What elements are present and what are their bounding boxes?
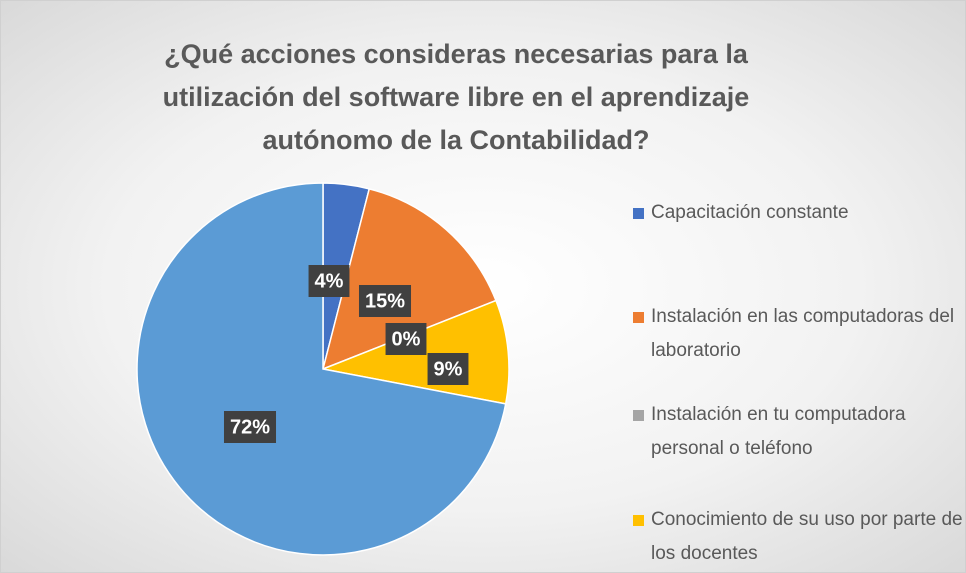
- legend-swatch: [633, 410, 644, 421]
- data-label-text: 0%: [392, 328, 421, 350]
- data-label: 15%: [358, 285, 412, 317]
- data-label-text: 4%: [315, 270, 344, 292]
- data-label: 0%: [385, 323, 427, 355]
- legend-item: Conocimiento de su uso por parte de los …: [633, 503, 963, 571]
- data-label-box: [223, 411, 277, 443]
- data-label-box: [308, 265, 350, 297]
- legend-label: Capacitación constante: [651, 202, 849, 223]
- data-label-box: [358, 285, 412, 317]
- chart-title: ¿Qué acciones consideras necesarias para…: [162, 39, 750, 155]
- data-label-box: [427, 353, 469, 385]
- legend-swatch: [633, 208, 644, 219]
- legend-label: Instalación en las computadoras del labo…: [651, 306, 955, 361]
- data-label-text: 9%: [434, 358, 463, 380]
- pie-slice: [136, 182, 507, 556]
- legend-item: Capacitación constante: [633, 196, 963, 230]
- data-label-text: 72%: [230, 416, 270, 438]
- pie-slice: [321, 187, 497, 371]
- data-label-text: 15%: [365, 290, 405, 312]
- legend-swatch: [633, 312, 644, 323]
- legend-label: Conocimiento de su uso por parte de los …: [651, 509, 963, 564]
- legend-item: Instalación en las computadoras del labo…: [633, 300, 963, 368]
- legend-item: Instalación en tu computadora personal o…: [633, 398, 963, 466]
- legend-label: Instalación en tu computadora personal o…: [651, 404, 906, 459]
- legend-swatch: [633, 515, 644, 526]
- data-label: 72%: [223, 411, 277, 443]
- data-label: 9%: [427, 353, 469, 385]
- data-label-box: [385, 323, 427, 355]
- data-label: 4%: [308, 265, 350, 297]
